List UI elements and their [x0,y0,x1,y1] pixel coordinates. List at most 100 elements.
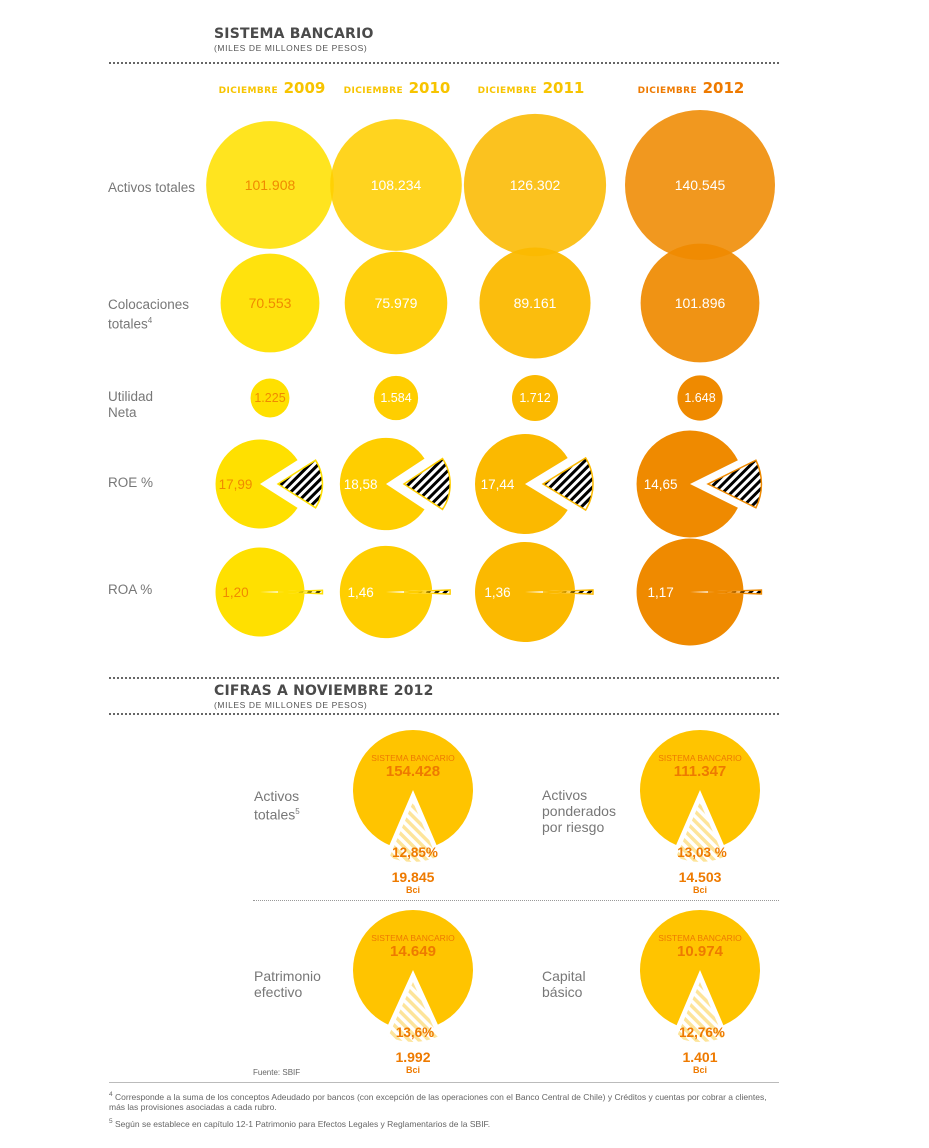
roa-value: 1,46 [347,585,373,600]
utilidad-bubble [677,375,723,421]
bci-value: 1.992 [395,1049,430,1065]
roe-wedge [402,457,451,511]
label-patrimonio: Patrimonio efectivo [254,968,321,1000]
utilidad-value: 1.648 [684,391,715,405]
row-label-colocaciones-line2: totales [108,316,148,332]
roe-value: 18,58 [344,477,378,492]
roa-pie [475,542,575,642]
colocaciones-bubble [344,251,448,355]
footnote-text: Corresponde a la suma de los conceptos A… [109,1091,767,1112]
bci-slice [388,982,438,1042]
footnote-ref-4: 4 [147,316,153,325]
system-pie [353,909,474,1025]
bci-label: Bci [406,885,420,895]
system-label: SISTEMA BANCARIO [371,933,455,943]
label-line: ponderados [542,803,616,819]
year-number: 2009 [283,79,326,97]
footnote-5: 5 Según se establece en capítulo 12-1 Pa… [109,1117,779,1129]
roa-value: 1,36 [484,585,510,600]
utilidad-value: 1.225 [254,391,285,405]
label-line: básico [542,984,583,1000]
roe-value: 17,99 [219,477,253,492]
bci-value: 14.503 [679,869,722,885]
roa-value: 1,17 [647,585,673,600]
year-header-2011: diciembre 2011 [471,78,591,97]
chart-subtitle: (MILES DE MILLONES DE PESOS) [214,43,368,53]
utilidad-value: 1.712 [519,391,550,405]
colocaciones-bubble [640,243,760,363]
footnote-number: 4 [109,1091,113,1098]
label-line: Activos [542,787,588,803]
bci-share: 12,76% [679,1025,725,1040]
system-label: SISTEMA BANCARIO [658,753,742,763]
bci-label: Bci [693,1065,707,1075]
footnote-text: Según se establece en capítulo 12-1 Patr… [115,1118,491,1129]
roe-value: 14,65 [644,477,678,492]
row-label-colocaciones: Colocaciones totales4 [108,297,189,333]
label-capital: Capital básico [542,968,586,1000]
roe-pie [339,437,425,531]
divider-top [109,62,779,64]
activos-value: 108.234 [371,177,422,193]
chart-title: SISTEMA BANCARIO [214,26,374,42]
activos-bubble [625,110,775,260]
bci-label: Bci [406,1065,420,1075]
year-header-2012: diciembre 2012 [631,78,751,97]
colocaciones-bubble [220,253,320,353]
utilidad-value: 1.584 [380,391,411,405]
roe-pie [215,439,298,529]
row-label-colocaciones-line1: Colocaciones [108,297,190,312]
activos-value: 126.302 [510,177,561,193]
system-value: 14.649 [390,943,436,960]
label-line: por riesgo [542,819,605,835]
bubble-chart: 101.908 70.553 108.234 75.979 126.302 89.161 1… [206,110,775,646]
year-month: diciembre [477,86,538,96]
roe-pie [475,434,568,534]
utilidad-bubble [250,378,290,418]
system-value: 154.428 [386,763,440,780]
label-activos-ponderados: Activos ponderados por riesgo [542,787,616,835]
activos-bubble [463,113,607,257]
roa-wedge [542,589,594,595]
bci-slice [676,982,724,1043]
roa-pie [636,538,744,646]
row-label-roe: ROE % [108,475,154,490]
label-line: Activos [254,788,300,804]
row-label-utilidad-line1: Utilidad [108,389,154,404]
year-header-2009: diciembre 2009 [212,78,332,97]
year-number: 2012 [702,79,745,97]
roa-pie [339,545,433,639]
bci-value: 19.845 [392,869,435,885]
colocaciones-value: 101.896 [675,295,726,311]
colocaciones-bubble [479,247,591,359]
roa-wedge [707,589,763,595]
bci-label: Bci [693,885,707,895]
roa-value: 1,20 [222,585,248,600]
label-line: efectivo [254,984,303,1000]
label-line: totales [254,806,296,823]
row-label-utilidad-line2: Neta [108,405,137,420]
roe-wedge [706,459,763,509]
footer-divider [109,1082,779,1083]
roe-wedge [276,459,324,509]
year-month: diciembre [343,86,404,96]
label-line: Capital [542,968,586,984]
system-label: SISTEMA BANCARIO [658,933,742,943]
roa-wedge [277,589,324,595]
roe-value: 17,44 [481,477,515,492]
november-title: CIFRAS A NOVIEMBRE 2012 [214,683,434,699]
bci-slice [389,802,437,863]
year-number: 2011 [542,79,585,97]
system-pie [640,910,760,1026]
bci-share: 13,6% [396,1025,434,1040]
colocaciones-value: 89.161 [514,295,557,311]
roa-pie [215,547,305,637]
bci-value: 1.401 [682,1049,717,1065]
label-activos-totales: Activos totales5 [254,788,300,823]
bci-share: 13,03 % [677,845,727,860]
roe-wedge [541,456,594,512]
bci-slice [676,802,724,863]
activos-value: 140.545 [675,177,726,193]
colocaciones-value: 70.553 [249,295,292,311]
